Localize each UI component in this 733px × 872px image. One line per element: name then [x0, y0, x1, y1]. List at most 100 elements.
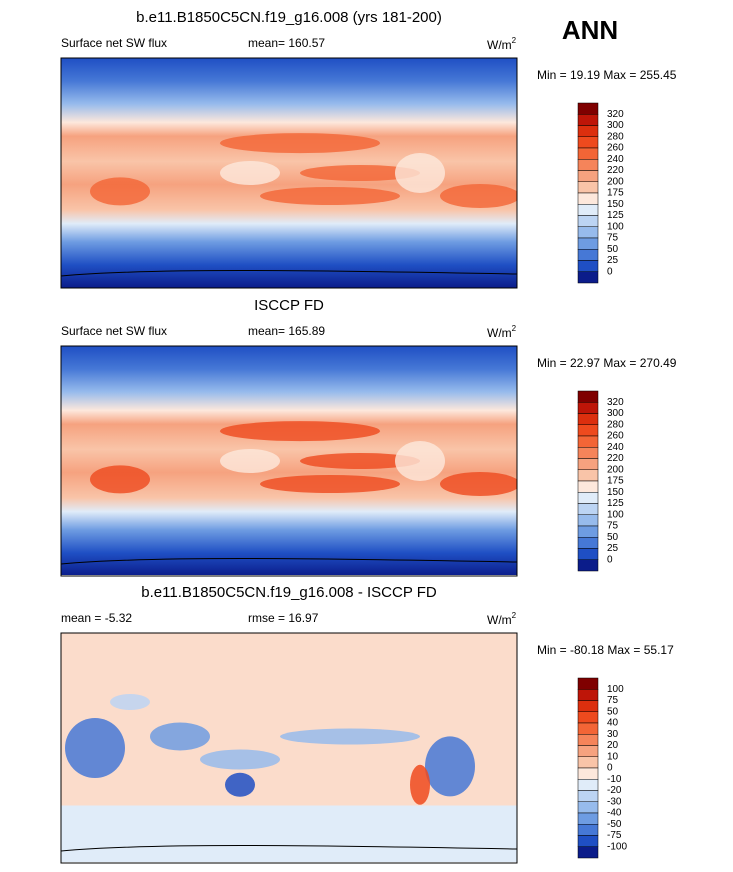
map-frame [60, 345, 518, 577]
colorbar-label: 300 [607, 120, 624, 131]
colorbar-box [577, 812, 599, 825]
colorbar-box [577, 722, 599, 735]
colorbar-label: 10 [607, 751, 619, 762]
map-frame [60, 632, 518, 864]
colorbar-label: 40 [607, 718, 619, 729]
colorbar-box [577, 237, 599, 250]
unit-label: W/m2 [487, 611, 517, 627]
unit-exponent: 2 [512, 611, 517, 620]
colorbar-label: 50 [607, 532, 619, 543]
colorbar-label: -40 [607, 808, 622, 819]
colorbar-label: 240 [607, 154, 624, 165]
min-max-label: Min = -80.18 Max = 55.17 [537, 643, 674, 657]
map-frame [60, 57, 518, 289]
colorbar-label: 150 [607, 487, 624, 498]
panel-left-label: mean = -5.32 [61, 611, 132, 625]
colorbar-label: 50 [607, 706, 619, 717]
colorbar-label: 300 [607, 408, 624, 419]
colorbar-box [577, 689, 599, 701]
colorbar-label: 280 [607, 131, 624, 142]
colorbar-label: 200 [607, 176, 624, 187]
colorbar-box [577, 102, 599, 115]
colorbar-label: 100 [607, 221, 624, 232]
colorbar-box [577, 492, 599, 504]
panel-title: b.e11.B1850C5CN.f19_g16.008 (yrs 181-200… [136, 9, 442, 26]
map-blob [425, 736, 475, 797]
colorbar-label: 75 [607, 695, 619, 706]
panel-center-label: rmse = 16.97 [248, 611, 319, 625]
unit: W/m [487, 38, 512, 52]
colorbar-box [577, 559, 599, 572]
colorbar-box [577, 215, 599, 227]
colorbar-label: 25 [607, 255, 619, 266]
map-blob [260, 475, 400, 493]
colorbar-label: 0 [607, 763, 613, 774]
colorbar-label: 25 [607, 543, 619, 554]
map-blob [220, 161, 280, 185]
colorbar-label: 200 [607, 464, 624, 475]
colorbar-label: 260 [607, 431, 624, 442]
colorbar-label: 320 [607, 109, 624, 120]
colorbar-box [577, 204, 599, 216]
panel-center-label: mean= 160.57 [248, 36, 325, 50]
map-blob [220, 421, 380, 442]
colorbar-box [577, 711, 599, 724]
colorbar-label: 125 [607, 210, 624, 221]
colorbar-box [577, 537, 599, 549]
colorbar-box [577, 756, 599, 769]
colorbar-label: 50 [607, 244, 619, 255]
map-blob [220, 133, 380, 154]
colorbar-label: 75 [607, 233, 619, 244]
colorbar-label: 260 [607, 143, 624, 154]
map-blob [90, 465, 150, 494]
colorbar-box [577, 447, 599, 459]
map-blob [90, 177, 150, 206]
map-blob [260, 187, 400, 205]
map [61, 58, 517, 288]
colorbar-box [577, 503, 599, 515]
colorbar-box [577, 480, 599, 493]
unit-label: W/m2 [487, 36, 517, 52]
map-blob [410, 764, 430, 805]
colorbar-box [577, 260, 599, 272]
colorbar-box [577, 469, 599, 482]
colorbar-box [577, 734, 599, 746]
map-blob [395, 441, 445, 481]
map-field [61, 346, 517, 575]
map-blob [200, 749, 280, 770]
colorbar-box [577, 159, 599, 171]
colorbar-label: 100 [607, 684, 624, 695]
colorbar-box [577, 835, 599, 847]
map [61, 633, 517, 862]
colorbar-box [577, 125, 599, 137]
colorbar-box [577, 249, 599, 261]
min-max-label: Min = 19.19 Max = 255.45 [537, 68, 677, 82]
colorbar-box [577, 525, 599, 538]
colorbar-box [577, 745, 599, 757]
colorbar-label: 0 [607, 554, 613, 565]
colorbar-label: -100 [607, 841, 627, 852]
map-blob [280, 728, 420, 745]
colorbar-label: 175 [607, 188, 624, 199]
panel-left-label: Surface net SW flux [61, 324, 167, 338]
colorbar-box [577, 147, 599, 160]
colorbar-box [577, 458, 599, 470]
panel-center-label: mean= 165.89 [248, 324, 325, 338]
map-blob [110, 694, 150, 710]
colorbar-box [577, 226, 599, 239]
colorbar-label: 125 [607, 498, 624, 509]
colorbar-label: -75 [607, 830, 622, 841]
map-blob [220, 449, 280, 473]
map-blob [300, 453, 420, 469]
colorbar-label: 240 [607, 442, 624, 453]
map [61, 346, 517, 575]
map-blob [440, 472, 517, 496]
colorbar-box [577, 424, 599, 437]
colorbar-box [577, 402, 599, 414]
unit-label: W/m2 [487, 324, 517, 340]
unit-exponent: 2 [512, 324, 517, 333]
map-blob [395, 153, 445, 193]
colorbar-box [577, 700, 599, 712]
colorbar-box [577, 271, 599, 284]
